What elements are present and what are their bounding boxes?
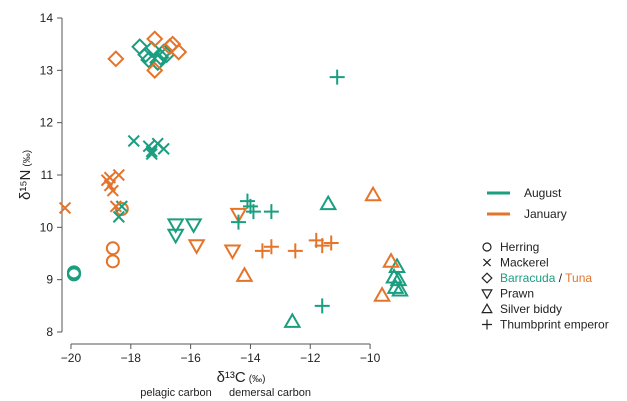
annotation-demersal-carbon: demersal carbon — [229, 387, 311, 399]
legend-label-barracuda: Barracuda / Tuna — [500, 271, 592, 285]
data-point — [263, 239, 279, 255]
data-point — [254, 243, 270, 259]
legend-marker-plus — [482, 319, 492, 330]
data-point — [373, 286, 391, 302]
data-point — [109, 200, 122, 213]
data-point — [314, 238, 330, 254]
legend-label-silver-biddy: Silver biddy — [500, 302, 562, 316]
series-january-thumbprint-emperor — [254, 232, 339, 259]
data-point — [386, 278, 405, 294]
series-august-herring — [66, 265, 81, 282]
data-point — [166, 228, 185, 245]
data-point — [235, 266, 254, 282]
y-tick-label: 13 — [40, 63, 54, 77]
data-point — [229, 207, 248, 224]
y-axis-title: δ¹⁵N(‰) — [17, 150, 34, 200]
series-january-mackerel — [58, 168, 125, 215]
data-point — [103, 171, 116, 184]
data-point — [137, 46, 155, 64]
axes: 8 9 10 11 12 13 14 −20 −18 −16 −14 −12 −10 δ¹³C (‰) δ¹⁵… — [17, 11, 381, 399]
data-point — [283, 312, 302, 328]
legend-marker-diamond — [481, 272, 493, 284]
data-point — [263, 204, 279, 220]
data-point — [389, 270, 408, 287]
y-tick-label: 9 — [46, 273, 53, 287]
y-tick-label: 10 — [40, 220, 54, 234]
data-point — [314, 298, 330, 314]
data-point — [166, 218, 185, 234]
data-point — [382, 252, 400, 268]
series-january-silver-biddy — [235, 185, 400, 302]
data-point — [146, 61, 164, 79]
data-point — [105, 241, 120, 256]
y-tick-label: 8 — [46, 325, 53, 339]
data-point — [230, 214, 246, 230]
legend-label-prawn: Prawn — [500, 287, 534, 301]
x-tick-label: −16 — [180, 351, 201, 365]
x-tick-label: −10 — [360, 351, 381, 365]
data-point — [319, 194, 338, 211]
series-august-mackerel — [112, 134, 170, 223]
x-tick-label: −14 — [240, 351, 261, 365]
legend-label-january: January — [524, 207, 567, 221]
series-august-prawn — [166, 218, 203, 245]
legend-label-mackerel: Mackerel — [500, 256, 549, 270]
data-points — [58, 30, 409, 328]
data-point — [364, 185, 383, 202]
y-tick-label: 14 — [40, 11, 54, 25]
data-point — [152, 48, 170, 66]
legend-marker-x — [482, 258, 492, 267]
data-point — [184, 218, 203, 234]
data-point — [149, 53, 167, 72]
data-point — [140, 51, 158, 69]
data-point — [329, 69, 345, 85]
data-point — [323, 235, 339, 251]
data-point — [146, 30, 164, 48]
series-august-thumbprint-emperor — [230, 69, 345, 314]
data-point — [164, 35, 182, 53]
series-january-herring — [105, 202, 129, 269]
annotation-pelagic-carbon: pelagic carbon — [140, 387, 212, 399]
legend-label-august: August — [524, 186, 562, 200]
data-point — [112, 210, 125, 223]
x-tick-label: −18 — [121, 351, 142, 365]
data-point — [112, 168, 125, 182]
x-axis-title: δ¹³C (‰) — [217, 369, 266, 386]
data-point — [58, 201, 72, 215]
x-tick-label: −12 — [300, 351, 321, 365]
series-january-tuna — [107, 30, 188, 79]
legend-marker-triangle-up — [481, 302, 493, 314]
data-point — [145, 145, 158, 158]
data-point — [157, 142, 170, 155]
data-point — [388, 257, 406, 273]
data-point — [127, 134, 140, 148]
data-point — [245, 204, 261, 220]
data-point — [106, 184, 119, 197]
legend-marker-circle — [482, 242, 492, 252]
data-point — [287, 243, 303, 259]
series-august-silver-biddy — [283, 194, 409, 328]
y-tick-label: 11 — [41, 168, 54, 182]
data-point — [187, 239, 206, 255]
data-point — [223, 244, 242, 261]
y-tick-label: 12 — [40, 116, 54, 130]
data-point — [131, 38, 149, 56]
data-point — [107, 50, 125, 68]
legend-marker-triangle-down — [481, 289, 493, 300]
x-tick-label: −20 — [61, 351, 82, 365]
legend-label-thumbprint-emperor: Thumbprint emperor — [500, 318, 609, 332]
legend-label-herring: Herring — [500, 240, 539, 254]
data-point — [391, 280, 409, 297]
data-point — [170, 43, 188, 61]
data-point — [145, 147, 158, 161]
series-january-prawn — [187, 207, 248, 261]
data-point — [66, 265, 81, 280]
data-point — [105, 254, 120, 269]
